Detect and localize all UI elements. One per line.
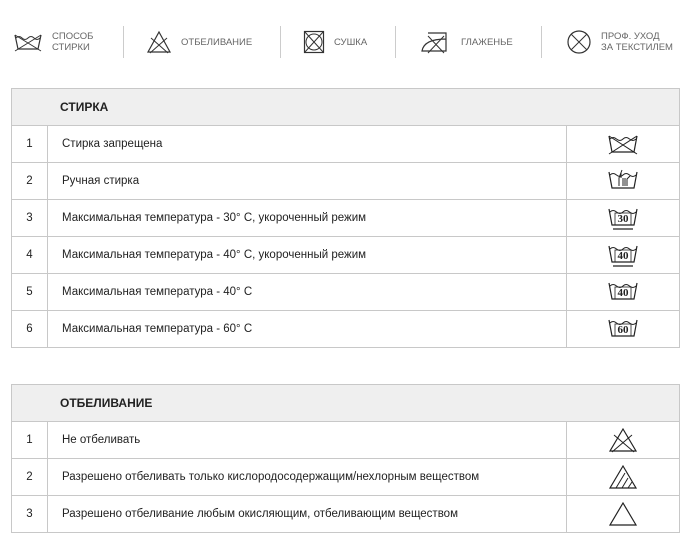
- row-description: Максимальная температура - 40° С: [47, 273, 567, 311]
- legend-label: ОТБЕЛИВАНИЕ: [181, 36, 253, 48]
- row-number: 2: [11, 162, 48, 200]
- iron-icon: [421, 32, 447, 54]
- row-symbol: [566, 162, 680, 200]
- legend-wash: СПОСОБ СТИРКИ: [13, 24, 93, 60]
- table-row: 2 Разрешено отбеливать только кислородосо…: [11, 458, 680, 496]
- row-description: Разрешено отбеливать только кислородосод…: [47, 458, 567, 496]
- row-number: 1: [11, 421, 48, 459]
- no-wash-icon: [608, 135, 638, 155]
- dry-icon: [303, 30, 325, 54]
- table-row: 3 Разрешено отбеливание любым окисляющим,…: [11, 495, 680, 533]
- row-symbol: 60: [566, 310, 680, 348]
- legend-iron: ГЛАЖЕНЬЕ: [420, 24, 513, 60]
- row-number: 5: [11, 273, 48, 311]
- table-row: 6 Максимальная температура - 60° С 60: [11, 310, 680, 348]
- legend-dry: СУШКА: [303, 24, 367, 60]
- svg-text:40: 40: [618, 250, 630, 262]
- bleach-icon: [146, 30, 172, 54]
- wash-40-gentle-icon: 40: [608, 245, 638, 267]
- row-number: 4: [11, 236, 48, 274]
- section-title: СТИРКА: [11, 88, 680, 126]
- table-row: 4 Максимальная температура - 40° С, укоро…: [11, 236, 680, 274]
- professional-care-icon: [567, 30, 591, 54]
- divider: [280, 26, 281, 58]
- table-header: ОТБЕЛИВАНИЕ: [11, 384, 680, 422]
- row-description: Максимальная температура - 30° С, укороч…: [47, 199, 567, 237]
- row-description: Максимальная температура - 40° С, укороч…: [47, 236, 567, 274]
- table-row: 2 Ручная стирка: [11, 162, 680, 200]
- row-number: 1: [11, 125, 48, 163]
- wash-60-icon: 60: [608, 319, 638, 337]
- non-chlorine-bleach-icon: [608, 464, 638, 489]
- row-number: 6: [11, 310, 48, 348]
- legend-professional-care: ПРОФ. УХОД ЗА ТЕКСТИЛЕМ: [566, 24, 673, 60]
- row-description: Стирка запрещена: [47, 125, 567, 163]
- row-symbol: [566, 125, 680, 163]
- row-description: Не отбеливать: [47, 421, 567, 459]
- wash-30-gentle-icon: 30: [608, 208, 638, 230]
- washing-table: СТИРКА 1 Стирка запрещена 2 Ручная стирка 3 М…: [11, 88, 680, 348]
- svg-text:40: 40: [618, 287, 630, 299]
- legend-bleach: ОТБЕЛИВАНИЕ: [146, 24, 252, 60]
- table-header: СТИРКА: [11, 88, 680, 126]
- section-title: ОТБЕЛИВАНИЕ: [11, 384, 680, 422]
- row-description: Максимальная температура - 60° С: [47, 310, 567, 348]
- bleaching-table: ОТБЕЛИВАНИЕ 1 Не отбеливать 2 Разрешено отб…: [11, 384, 680, 533]
- wash-icon: [14, 34, 42, 52]
- any-bleach-icon: [608, 501, 638, 526]
- no-bleach-icon: [608, 427, 638, 453]
- row-symbol: [566, 495, 680, 533]
- table-row: 1 Не отбеливать: [11, 421, 680, 459]
- row-description: Разрешено отбеливание любым окисляющим, …: [47, 495, 567, 533]
- table-row: 1 Стирка запрещена: [11, 125, 680, 163]
- legend-label: ПРОФ. УХОД ЗА ТЕКСТИЛЕМ: [601, 31, 673, 53]
- svg-text:60: 60: [618, 324, 630, 336]
- hand-wash-icon: [608, 169, 638, 189]
- row-symbol: [566, 421, 680, 459]
- divider: [395, 26, 396, 58]
- row-number: 3: [11, 199, 48, 237]
- row-symbol: 40: [566, 273, 680, 311]
- wash-40-icon: 40: [608, 282, 638, 300]
- table-row: 5 Максимальная температура - 40° С 40: [11, 273, 680, 311]
- legend-label: СПОСОБ СТИРКИ: [52, 31, 94, 53]
- legend-label: ГЛАЖЕНЬЕ: [461, 36, 513, 48]
- divider: [541, 26, 542, 58]
- row-symbol: 40: [566, 236, 680, 274]
- svg-text:30: 30: [618, 213, 630, 225]
- row-symbol: [566, 458, 680, 496]
- table-row: 3 Максимальная температура - 30° С, укоро…: [11, 199, 680, 237]
- care-symbols-legend: СПОСОБ СТИРКИ ОТБЕЛИВАНИЕ СУШКА ГЛАЖЕНЬЕ…: [0, 24, 686, 60]
- row-description: Ручная стирка: [47, 162, 567, 200]
- row-number: 3: [11, 495, 48, 533]
- divider: [123, 26, 124, 58]
- legend-label: СУШКА: [334, 36, 368, 48]
- row-number: 2: [11, 458, 48, 496]
- row-symbol: 30: [566, 199, 680, 237]
